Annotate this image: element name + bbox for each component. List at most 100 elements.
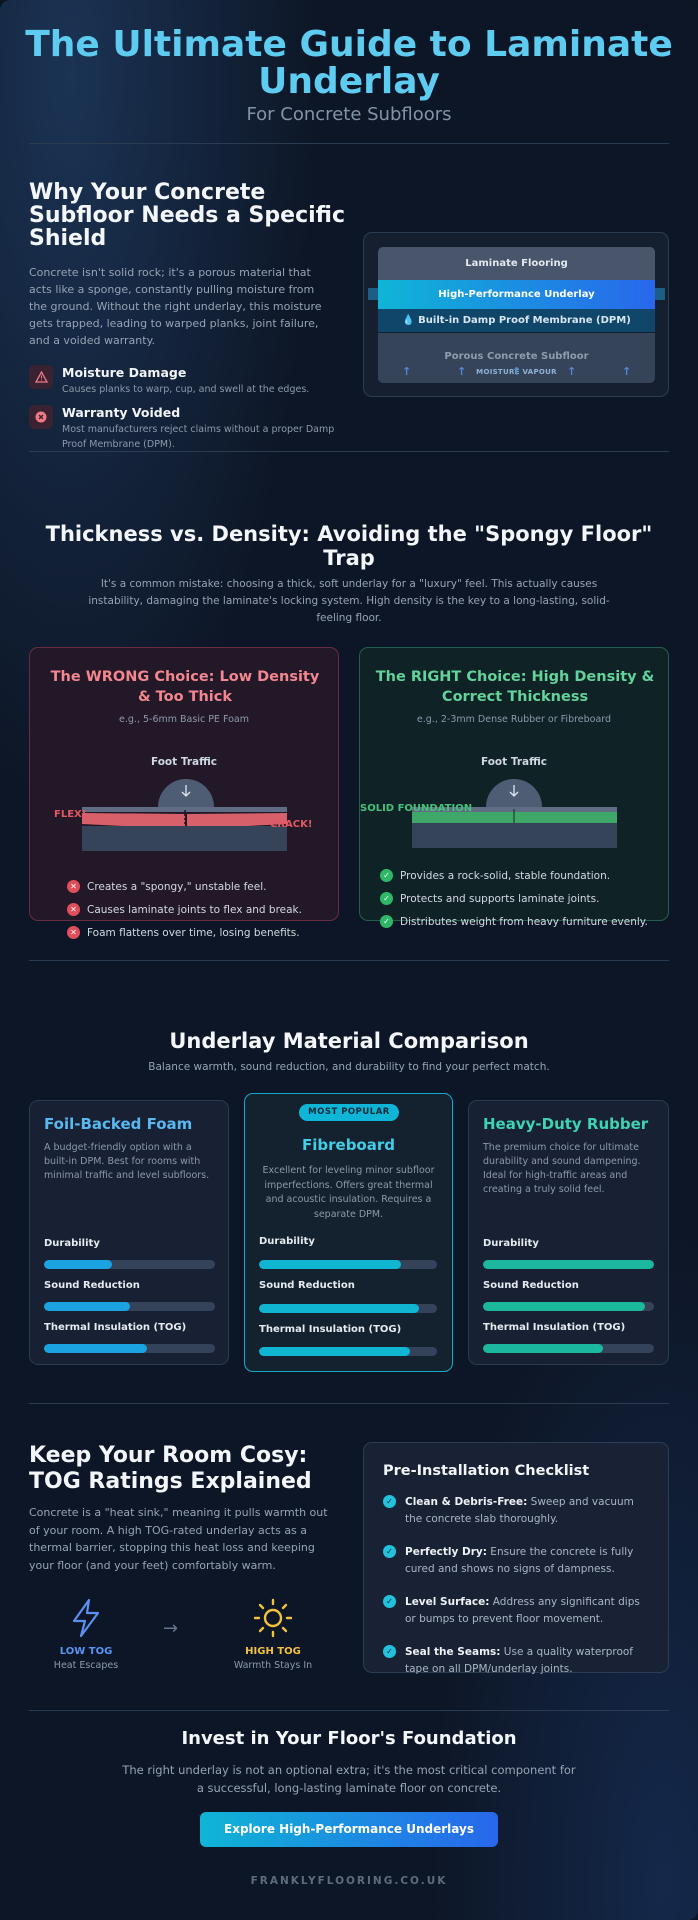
risk-desc: Causes planks to warp, cup, and swell at… bbox=[62, 384, 310, 395]
risk-title: Moisture Damage bbox=[62, 365, 187, 380]
layer-underlay: High-Performance Underlay bbox=[378, 280, 655, 309]
materials-subheading: Balance warmth, sound reduction, and dur… bbox=[148, 1061, 550, 1073]
item-text: Sweep and vacuum the concrete slab thoro… bbox=[405, 1496, 634, 1525]
thermal-bar bbox=[259, 1347, 437, 1356]
high-tog: HIGH TOG Warmth Stays In bbox=[226, 1598, 320, 1671]
layer-subfloor-label: Porous Concrete Subfloor bbox=[444, 351, 589, 362]
material-desc: Excellent for leveling minor subfloor im… bbox=[262, 1165, 435, 1220]
thermal-fill bbox=[259, 1347, 411, 1356]
metric-label: Thermal Insulation (TOG) bbox=[44, 1322, 187, 1333]
metric-label: Durability bbox=[44, 1238, 100, 1249]
list-item: ✕ Foam flattens over time, losing benefit… bbox=[67, 921, 302, 944]
footer-heading: Invest in Your Floor's Foundation bbox=[181, 1728, 517, 1749]
risk-desc: Most manufacturers reject claims without… bbox=[62, 424, 335, 450]
vapour-arrows: ↑ ↑ ↑ ↑ ↑ bbox=[402, 365, 632, 378]
droplet-icon: 💧 bbox=[402, 315, 419, 326]
point-text: Causes laminate joints to flex and break… bbox=[87, 903, 302, 916]
thickness-heading: Thickness vs. Density: Avoiding the "Spo… bbox=[45, 522, 653, 570]
material-name: Fibreboard bbox=[302, 1136, 395, 1154]
list-item: ✕ Creates a "spongy," unstable feel. bbox=[67, 875, 302, 898]
risk-moisture: Moisture Damage Causes planks to warp, c… bbox=[29, 365, 339, 397]
sound-bar bbox=[44, 1302, 215, 1311]
x-icon: ✕ bbox=[67, 903, 80, 916]
thermal-fill bbox=[483, 1344, 603, 1353]
point-text: Creates a "spongy," unstable feel. bbox=[87, 880, 267, 893]
thermal-bar bbox=[483, 1344, 654, 1353]
explore-underlays-button[interactable]: Explore High-Performance Underlays bbox=[200, 1812, 498, 1847]
point-text: Protects and supports laminate joints. bbox=[400, 892, 600, 905]
divider bbox=[29, 451, 669, 452]
list-item: ✕ Causes laminate joints to flex and brea… bbox=[67, 898, 302, 921]
point-text: Provides a rock-solid, stable foundation… bbox=[400, 869, 611, 882]
footer-body: The right underlay is not an optional ex… bbox=[122, 1763, 576, 1795]
checklist-item: ✓ Clean & Debris-Free: Sweep and vacuum t… bbox=[383, 1494, 653, 1528]
divider bbox=[29, 1403, 669, 1404]
check-icon: ✓ bbox=[383, 1545, 396, 1558]
layer-subfloor: Porous Concrete Subfloor MOISTURE VAPOUR… bbox=[378, 333, 655, 383]
right-example: e.g., 2-3mm Dense Rubber or Fibreboard bbox=[416, 714, 612, 725]
sound-fill bbox=[44, 1302, 130, 1311]
point-text: Distributes weight from heavy furniture … bbox=[400, 915, 648, 928]
materials-heading: Underlay Material Comparison bbox=[169, 1029, 529, 1053]
metric-label: Durability bbox=[259, 1236, 315, 1247]
divider bbox=[29, 960, 669, 961]
right-title: The RIGHT Choice: High Density & Correct… bbox=[375, 669, 655, 705]
check-icon: ✓ bbox=[383, 1645, 396, 1658]
item-text: Ensure the concrete is fully cured and s… bbox=[405, 1546, 634, 1575]
wrong-title: The WRONG Choice: Low Density & Too Thic… bbox=[50, 669, 320, 705]
material-card-foam: Foil-Backed Foam A budget-friendly optio… bbox=[29, 1100, 229, 1365]
check-icon: ✓ bbox=[380, 915, 393, 928]
checklist-heading: Pre-Installation Checklist bbox=[383, 1463, 590, 1479]
thermal-bar bbox=[44, 1344, 215, 1353]
item-title: Perfectly Dry: bbox=[405, 1546, 487, 1558]
divider bbox=[29, 143, 669, 144]
check-icon: ✓ bbox=[380, 869, 393, 882]
wrong-example: e.g., 5-6mm Basic PE Foam bbox=[119, 714, 249, 725]
material-card-rubber: Heavy-Duty Rubber The premium choice for… bbox=[468, 1100, 669, 1365]
page-title: The Ultimate Guide to Laminate Underlay bbox=[25, 24, 673, 102]
metric-label: Thermal Insulation (TOG) bbox=[483, 1322, 626, 1333]
why-heading: Why Your Concrete Subfloor Needs a Speci… bbox=[29, 180, 346, 251]
why-body: Concrete isn't solid rock; it's a porous… bbox=[29, 266, 322, 347]
layer-dpm-label: Built-in Damp Proof Membrane (DPM) bbox=[418, 315, 631, 326]
durability-fill bbox=[44, 1260, 113, 1269]
crack-label: CRACK! bbox=[270, 819, 313, 830]
check-icon: ✓ bbox=[383, 1495, 396, 1508]
flex-diagram bbox=[82, 779, 287, 851]
warning-icon bbox=[29, 365, 53, 389]
checklist-item: ✓ Level Surface: Address any significant … bbox=[383, 1594, 653, 1628]
flex-label: FLEX! bbox=[54, 809, 87, 820]
tog-heading: Keep Your Room Cosy: TOG Ratings Explain… bbox=[29, 1443, 312, 1494]
material-desc: A budget-friendly option with a built-in… bbox=[44, 1142, 210, 1181]
popular-badge: MOST POPULAR bbox=[299, 1104, 399, 1121]
list-item: ✓ Distributes weight from heavy furniture… bbox=[380, 910, 648, 933]
metric-label: Sound Reduction bbox=[44, 1280, 140, 1291]
divider bbox=[29, 1710, 669, 1711]
low-tog-label: LOW TOG bbox=[59, 1646, 113, 1657]
tog-body: Concrete is a "heat sink," meaning it pu… bbox=[29, 1506, 328, 1572]
low-tog: LOW TOG Heat Escapes bbox=[44, 1598, 128, 1671]
thermal-fill bbox=[44, 1344, 147, 1353]
risk-warranty: Warranty Voided Most manufacturers rejec… bbox=[29, 405, 339, 452]
item-text: Address any significant dips or bumps to… bbox=[405, 1596, 640, 1625]
check-icon: ✓ bbox=[380, 892, 393, 905]
point-text: Foam flattens over time, losing benefits… bbox=[87, 926, 300, 939]
brand-footer: FRANKLYFLOORING.CO.UK bbox=[250, 1875, 448, 1887]
high-tog-desc: Warmth Stays In bbox=[233, 1660, 313, 1671]
sun-icon bbox=[253, 1598, 293, 1638]
right-points: ✓ Provides a rock-solid, stable foundatio… bbox=[380, 864, 648, 933]
list-item: ✓ Provides a rock-solid, stable foundatio… bbox=[380, 864, 648, 887]
sound-bar bbox=[259, 1304, 437, 1313]
x-circle-icon bbox=[29, 405, 53, 429]
arrow-icon: → bbox=[163, 1618, 179, 1639]
layer-dpm: 💧 Built-in Damp Proof Membrane (DPM) bbox=[378, 309, 655, 332]
x-icon: ✕ bbox=[67, 880, 80, 893]
durability-fill bbox=[483, 1260, 654, 1269]
layer-laminate: Laminate Flooring bbox=[378, 247, 655, 280]
wrong-choice-card: The WRONG Choice: Low Density & Too Thic… bbox=[29, 647, 339, 939]
durability-bar bbox=[259, 1260, 437, 1269]
durability-bar bbox=[44, 1260, 215, 1269]
check-icon: ✓ bbox=[383, 1595, 396, 1608]
item-title: Level Surface: bbox=[405, 1596, 490, 1608]
